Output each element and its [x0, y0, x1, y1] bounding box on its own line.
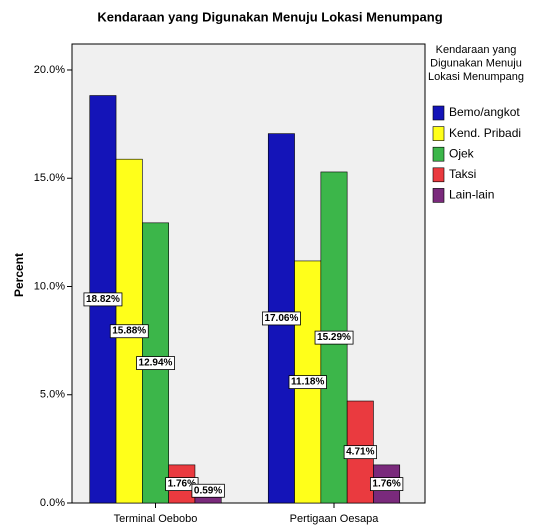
value-label: 17.06%: [264, 313, 298, 324]
legend-label: Taksi: [449, 167, 476, 181]
value-label: 1.76%: [168, 479, 196, 490]
value-label: 15.29%: [317, 332, 351, 343]
value-label-box: [370, 477, 404, 491]
value-label: 0.59%: [194, 485, 222, 496]
legend-title: Digunakan Menuju: [430, 57, 522, 69]
legend-label: Lain-lain: [449, 188, 494, 202]
x-tick-label: Terminal Oebobo: [114, 513, 198, 525]
value-label-box: [136, 356, 175, 370]
value-label-box: [314, 330, 354, 345]
value-label: 12.94%: [139, 358, 173, 369]
value-label: 18.82%: [86, 294, 120, 305]
value-label-box: [191, 483, 225, 498]
y-tick-label: 20.0%: [34, 64, 65, 76]
legend-label: Bemo/angkot: [449, 105, 520, 119]
y-tick-label: 15.0%: [34, 172, 65, 184]
legend-title: Lokasi Menumpang: [428, 71, 524, 83]
legend-label: Ojek: [449, 146, 475, 160]
chart-title: Kendaraan yang Digunakan Menuju Lokasi M…: [97, 9, 442, 24]
value-label-box: [343, 445, 377, 460]
x-tick-label: Pertigaan Oesapa: [290, 513, 380, 525]
y-tick-label: 10.0%: [34, 280, 65, 292]
value-label: 4.71%: [346, 447, 374, 458]
legend-swatch: [432, 146, 445, 162]
legend-swatch: [432, 167, 445, 183]
value-label: 1.76%: [372, 479, 400, 490]
legend-title: Kendaraan yang: [436, 44, 517, 56]
y-tick-label: 0.0%: [40, 497, 65, 509]
y-tick-label: 5.0%: [40, 389, 65, 401]
value-label-box: [109, 324, 149, 339]
value-label-box: [262, 311, 301, 326]
value-label: 15.88%: [112, 326, 146, 337]
value-label-box: [288, 375, 327, 390]
value-label-box: [83, 292, 123, 307]
legend-swatch: [432, 126, 445, 141]
y-axis-label: Percent: [12, 253, 26, 297]
value-label: 11.18%: [291, 377, 324, 388]
legend-swatch: [432, 105, 445, 121]
legend-swatch: [432, 188, 445, 203]
legend-label: Kend. Pribadi: [449, 126, 521, 140]
